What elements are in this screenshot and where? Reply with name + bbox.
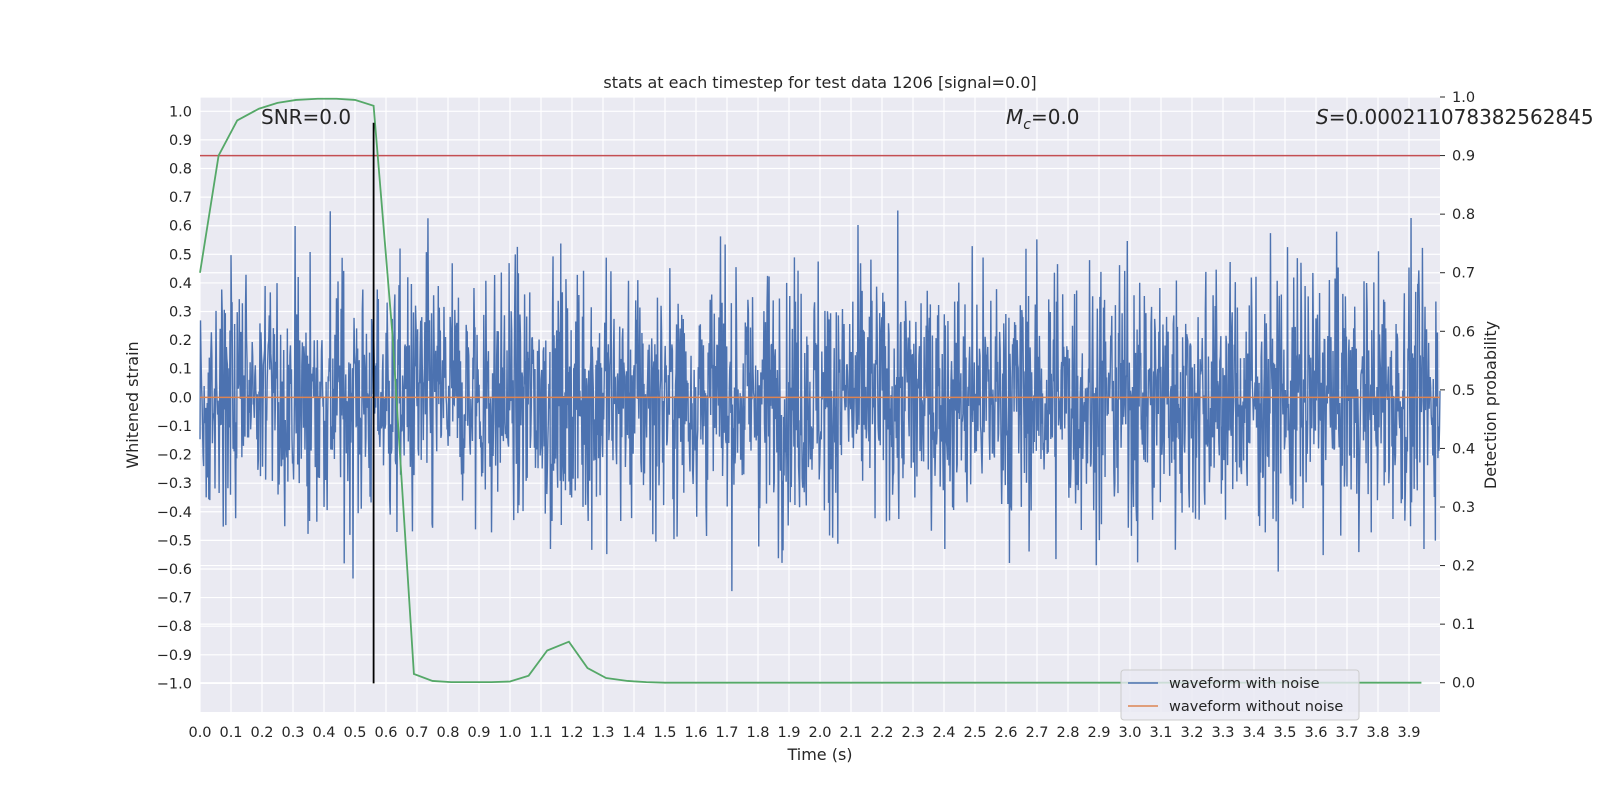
y-right-tick-label: 0.9 <box>1452 149 1475 165</box>
y-right-tick-label: 0.5 <box>1452 383 1475 399</box>
x-tick-label: 1.2 <box>560 725 583 741</box>
x-tick-label: 1.8 <box>746 725 769 741</box>
y-right-tick-label: 0.1 <box>1452 617 1475 633</box>
y-right-axis-ticks: 1.0 0.9 0.8 0.7 0.6 0.5 0.4 0.3 0.2 0.1 0.0 <box>1440 90 1475 692</box>
s-overflow: 5 <box>1581 105 1594 129</box>
s-annotation: S=0.000211078382562845 <box>1316 105 1594 129</box>
x-tick-label: 1.6 <box>684 725 707 741</box>
y-left-tick-label: −0.5 <box>157 533 192 549</box>
y-left-tick-label: −0.3 <box>157 476 192 492</box>
x-tick-label: 2.0 <box>808 725 831 741</box>
x-tick-label: 3.9 <box>1397 725 1420 741</box>
y-left-tick-label: 0.5 <box>169 247 192 263</box>
y-left-tick-label: 0.0 <box>169 390 192 406</box>
y-right-tick-label: 0.2 <box>1452 559 1475 575</box>
x-tick-label: 0.9 <box>467 725 490 741</box>
x-tick-label: 0.7 <box>405 725 428 741</box>
y-left-tick-label: 0.1 <box>169 362 192 378</box>
x-tick-label: 3.4 <box>1242 725 1265 741</box>
x-tick-label: 0.1 <box>219 725 242 741</box>
x-tick-label: 2.1 <box>839 725 862 741</box>
x-tick-label: 2.3 <box>901 725 924 741</box>
x-tick-label: 3.8 <box>1366 725 1389 741</box>
y-right-tick-label: 1.0 <box>1452 90 1475 106</box>
s-value: =0.00021107838256284 <box>1329 105 1581 129</box>
x-tick-label: 1.9 <box>777 725 800 741</box>
x-tick-label: 2.8 <box>1056 725 1079 741</box>
x-tick-label: 3.3 <box>1211 725 1234 741</box>
y-left-tick-label: −0.9 <box>157 648 192 664</box>
y-left-tick-label: −0.7 <box>157 591 192 607</box>
y-right-tick-label: 0.0 <box>1452 676 1475 692</box>
x-tick-label: 1.7 <box>715 725 738 741</box>
x-tick-label: 3.7 <box>1335 725 1358 741</box>
x-tick-label: 0.0 <box>188 725 211 741</box>
y-right-tick-label: 0.4 <box>1452 441 1475 457</box>
snr-annotation: SNR=0.0 <box>261 105 351 129</box>
y-left-tick-label: 0.4 <box>169 276 192 292</box>
series-waveform-with-noise <box>199 210 1441 592</box>
x-tick-label: 1.5 <box>653 725 676 741</box>
y-right-tick-label: 0.8 <box>1452 207 1475 223</box>
legend: waveform with noise waveform without noi… <box>1120 669 1360 721</box>
y-left-tick-label: −0.6 <box>157 562 192 578</box>
x-tick-label: 0.6 <box>374 725 397 741</box>
x-tick-label: 3.1 <box>1149 725 1172 741</box>
y-left-tick-label: −0.4 <box>157 505 192 521</box>
x-tick-label: 1.3 <box>591 725 614 741</box>
y-left-tick-label: 0.3 <box>169 305 192 321</box>
x-tick-label: 0.8 <box>436 725 459 741</box>
y-right-tick-label: 0.3 <box>1452 500 1475 516</box>
y-right-tick-label: 0.7 <box>1452 266 1475 282</box>
x-tick-label: 1.1 <box>529 725 552 741</box>
y-left-tick-label: −1.0 <box>157 676 192 692</box>
y-left-axis-label: Whitened strain <box>123 341 142 468</box>
x-tick-label: 2.9 <box>1087 725 1110 741</box>
chart-title: stats at each timestep for test data 120… <box>603 73 1036 92</box>
x-tick-label: 0.5 <box>343 725 366 741</box>
y-left-tick-label: 0.9 <box>169 133 192 149</box>
y-left-tick-label: −0.1 <box>157 419 192 435</box>
s-symbol: S <box>1316 105 1329 129</box>
x-tick-label: 2.6 <box>994 725 1017 741</box>
y-left-tick-label: 0.8 <box>169 162 192 178</box>
x-tick-label: 0.3 <box>281 725 304 741</box>
y-left-tick-label: −0.8 <box>157 619 192 635</box>
y-left-tick-label: 0.6 <box>169 219 192 235</box>
mc-symbol: M <box>1006 105 1023 129</box>
x-tick-label: 1.4 <box>622 725 645 741</box>
legend-box <box>1120 669 1360 721</box>
noise-waveform-path <box>199 210 1441 592</box>
legend-label-noise: waveform with noise <box>1169 676 1320 692</box>
y-left-tick-label: 1.0 <box>169 104 192 120</box>
y-left-tick-label: −0.2 <box>157 448 192 464</box>
x-tick-label: 2.2 <box>870 725 893 741</box>
x-tick-label: 3.2 <box>1180 725 1203 741</box>
mc-annotation: Mc=0.0 <box>1006 105 1080 133</box>
x-tick-label: 1.0 <box>498 725 521 741</box>
y-right-tick-label: 0.6 <box>1452 324 1475 340</box>
x-tick-label: 2.5 <box>963 725 986 741</box>
y-left-axis-ticks: 1.0 0.9 0.8 0.7 0.6 0.5 0.4 0.3 0.2 0.1 0.0 −0.1 −0.… <box>157 104 192 692</box>
x-tick-label: 3.5 <box>1273 725 1296 741</box>
x-tick-label: 3.6 <box>1304 725 1327 741</box>
x-tick-label: 2.4 <box>932 725 955 741</box>
mc-subscript: c <box>1023 117 1031 133</box>
x-tick-label: 0.4 <box>312 725 335 741</box>
legend-label-clean: waveform without noise <box>1169 699 1343 715</box>
x-axis-label: Time (s) <box>786 745 852 764</box>
y-left-tick-label: 0.2 <box>169 333 192 349</box>
y-left-tick-label: 0.7 <box>169 190 192 206</box>
mc-value: =0.0 <box>1031 105 1080 129</box>
x-tick-label: 2.7 <box>1025 725 1048 741</box>
x-axis-ticks: 0.0 0.1 0.2 0.3 0.4 0.5 0.6 0.7 0.8 0.9 1.0 1.1 1.2 1… <box>188 725 1420 741</box>
x-tick-label: 3.0 <box>1118 725 1141 741</box>
x-tick-label: 0.2 <box>250 725 273 741</box>
y-right-axis-label: Detection probability <box>1481 321 1500 489</box>
